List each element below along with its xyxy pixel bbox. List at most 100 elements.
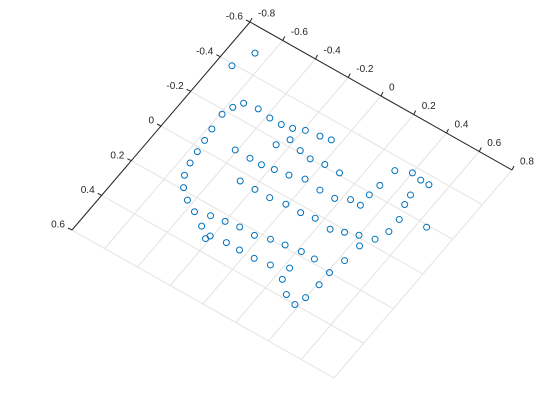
x-tick-label: -0.4 <box>324 46 342 57</box>
point <box>291 300 299 308</box>
point <box>296 147 304 155</box>
point <box>341 257 349 265</box>
point <box>406 191 414 199</box>
grid-line <box>160 125 424 275</box>
point <box>316 186 324 194</box>
y-tick-label: -0.6 <box>226 12 244 23</box>
x-tick <box>413 110 417 115</box>
point <box>321 161 329 169</box>
point <box>326 225 334 233</box>
point <box>272 141 280 149</box>
x-tick-label: -0.6 <box>291 27 309 38</box>
point <box>336 169 344 177</box>
point <box>417 176 425 184</box>
point <box>347 196 355 204</box>
point <box>355 231 363 239</box>
point <box>315 281 323 289</box>
point <box>208 125 216 133</box>
y-tick-label: 0.6 <box>51 220 65 231</box>
x-tick-label: -0.8 <box>258 9 276 20</box>
y-tick <box>245 19 251 23</box>
point <box>180 171 188 179</box>
point <box>267 235 275 243</box>
point <box>254 105 262 113</box>
point <box>180 184 188 192</box>
point <box>198 222 206 230</box>
point <box>190 208 198 216</box>
point <box>266 194 274 202</box>
point <box>365 191 373 199</box>
y-tick <box>186 88 191 92</box>
point <box>221 217 229 225</box>
point <box>289 124 297 132</box>
point <box>222 239 230 247</box>
point <box>278 275 286 283</box>
y-tick <box>216 54 221 58</box>
point <box>331 194 339 202</box>
point <box>285 171 293 179</box>
point <box>325 269 333 277</box>
point <box>302 294 310 302</box>
point <box>229 103 237 111</box>
point <box>282 200 290 208</box>
point <box>266 261 274 269</box>
point <box>201 136 209 144</box>
y-tick-label: 0 <box>148 116 154 127</box>
point <box>385 228 393 236</box>
point <box>235 246 243 254</box>
x-tick-label: 0.4 <box>455 120 469 131</box>
point <box>240 99 248 107</box>
point <box>408 169 416 177</box>
y-tick <box>97 192 102 196</box>
point <box>257 161 265 169</box>
point <box>202 235 210 243</box>
point <box>286 136 294 144</box>
x-tick <box>478 147 482 152</box>
y-tick <box>156 123 162 127</box>
point <box>277 121 285 129</box>
point <box>282 291 290 299</box>
y-tick-label: 0.2 <box>110 150 124 161</box>
point <box>251 185 259 193</box>
point <box>371 235 379 243</box>
point <box>246 154 254 162</box>
point <box>356 242 364 250</box>
x-tick <box>315 54 318 60</box>
point <box>310 255 318 263</box>
point <box>251 49 259 57</box>
x-tick <box>249 17 253 23</box>
point <box>401 201 409 209</box>
y-tick <box>67 227 73 231</box>
point <box>250 254 258 262</box>
x-tick <box>511 165 515 171</box>
point <box>297 209 305 217</box>
x-tick-label: 0.8 <box>520 157 534 168</box>
x-tick <box>282 36 286 41</box>
point <box>218 110 226 118</box>
x-tick <box>380 91 384 97</box>
point <box>301 175 309 183</box>
x-tick <box>446 128 449 134</box>
point <box>423 223 431 231</box>
x-tick-label: 0.2 <box>422 101 436 112</box>
point <box>306 155 314 163</box>
point <box>297 248 305 256</box>
point <box>425 181 433 189</box>
grid-line <box>101 194 364 344</box>
point <box>207 212 215 220</box>
point <box>327 136 335 144</box>
point <box>311 214 319 222</box>
y-tick-label: 0.4 <box>81 185 95 196</box>
point <box>270 165 278 173</box>
y-tick-label: -0.4 <box>196 46 214 57</box>
x-tick-label: -0.2 <box>356 64 374 75</box>
grid-line <box>131 160 394 310</box>
point <box>356 201 364 209</box>
point <box>341 228 349 236</box>
point <box>286 264 294 272</box>
point <box>183 196 191 204</box>
point <box>186 159 194 167</box>
x-tick <box>347 73 351 78</box>
point <box>391 167 399 175</box>
